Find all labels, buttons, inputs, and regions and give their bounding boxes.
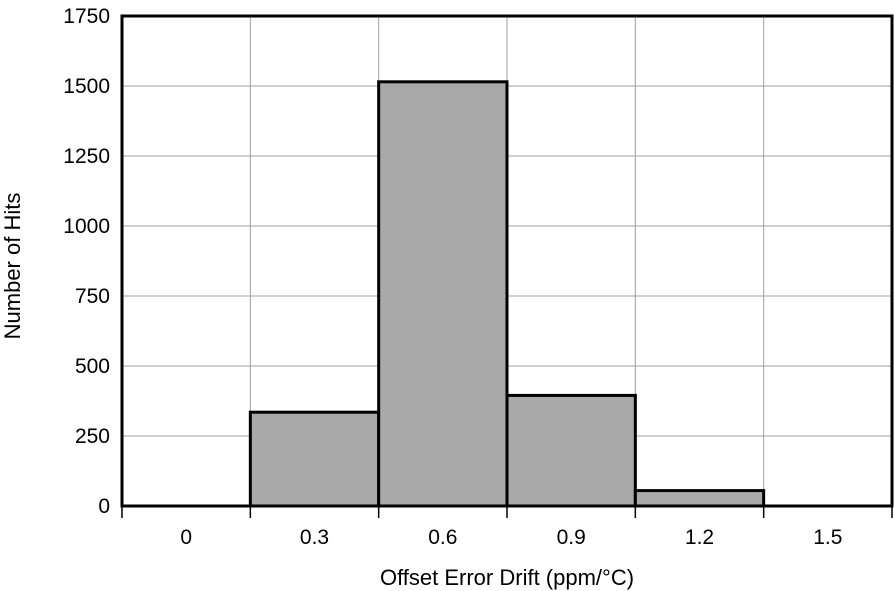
- x-axis-ticks: 0 0.3 0.6 0.9 1.2 1.5: [121, 506, 893, 549]
- y-tick-label: 0: [98, 495, 110, 518]
- x-tick-label: 1.2: [685, 526, 714, 549]
- x-tick-label: 0: [180, 526, 192, 549]
- bar-1.2: [633, 489, 766, 508]
- y-tick-label: 1500: [63, 75, 110, 98]
- y-tick-label: 500: [75, 355, 110, 378]
- y-tick-label: 1250: [63, 145, 110, 168]
- y-tick-label: 250: [75, 425, 110, 448]
- y-axis-label: Number of Hits: [0, 193, 25, 340]
- x-axis-label: Offset Error Drift (ppm/°C): [380, 565, 634, 590]
- x-tick-label: 1.5: [813, 526, 842, 549]
- bars: [122, 80, 892, 508]
- bar-0.6: [377, 80, 509, 508]
- y-tick-label: 750: [75, 285, 110, 308]
- y-axis-ticks: 0 250 500 750 1000 1250 1500 1750: [63, 5, 110, 518]
- x-tick-label: 0.9: [557, 526, 586, 549]
- bar-0.3: [248, 410, 381, 508]
- x-tick-label: 0.3: [300, 526, 329, 549]
- y-tick-label: 1000: [63, 215, 110, 238]
- x-tick-label: 0.6: [428, 526, 457, 549]
- y-tick-label: 1750: [63, 5, 110, 28]
- bar-0.9: [505, 393, 637, 508]
